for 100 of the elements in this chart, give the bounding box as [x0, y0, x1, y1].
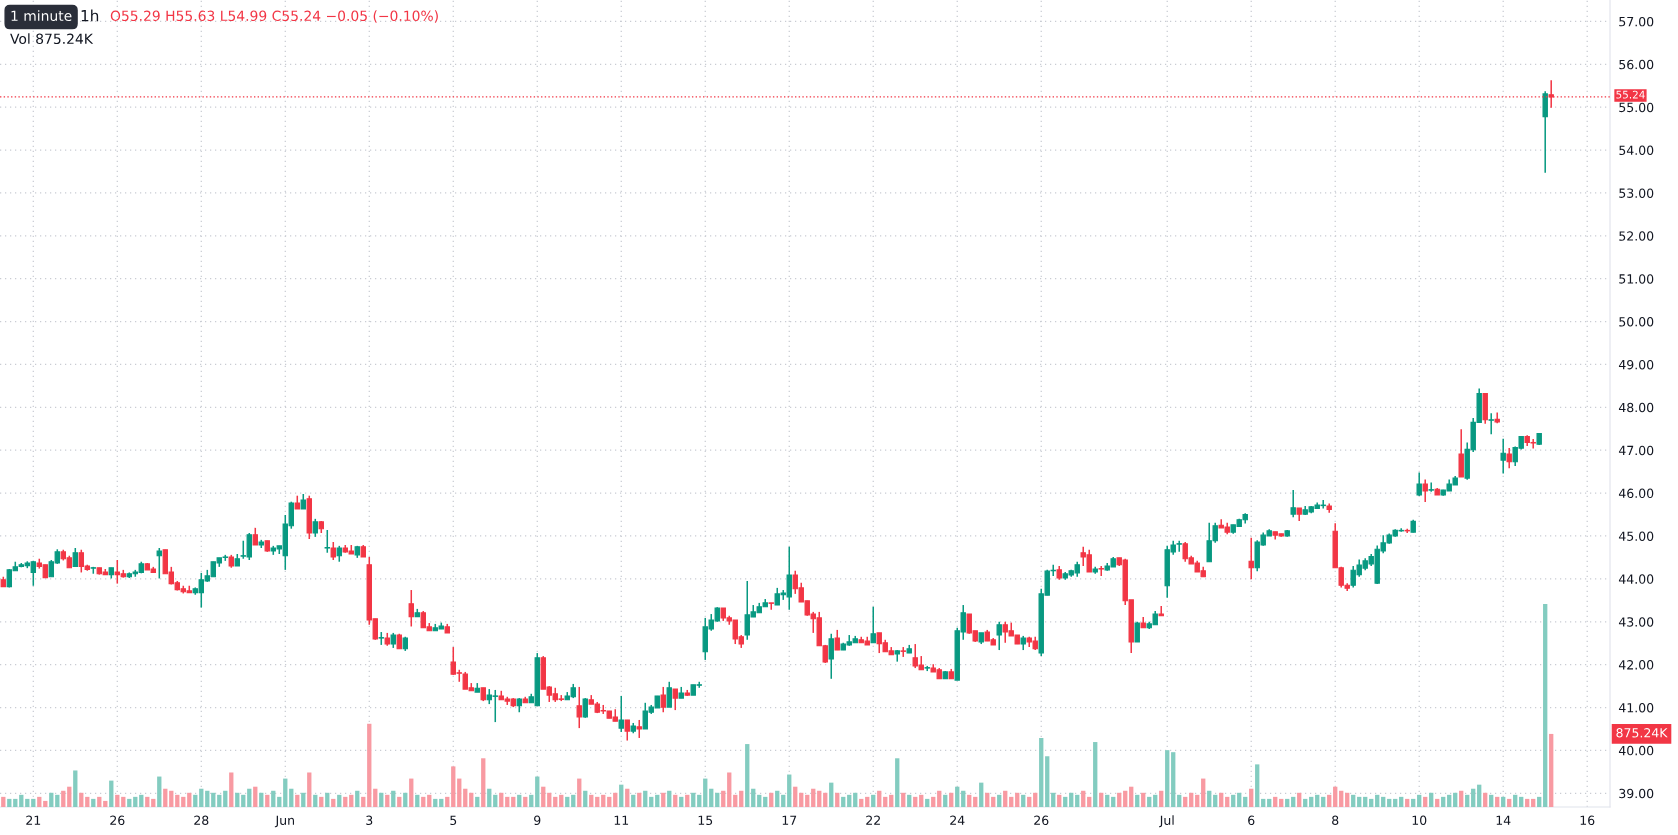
x-tick-label: 16: [1580, 815, 1595, 826]
bar: [1045, 756, 1050, 807]
bar: [1525, 798, 1530, 807]
bar: [547, 792, 552, 807]
bar: [1183, 796, 1188, 807]
bar: [139, 794, 144, 807]
bar: [1453, 792, 1458, 807]
bar: [697, 794, 702, 807]
y-tick-label: 48.00: [1618, 402, 1654, 413]
bar: [1159, 790, 1164, 807]
bar: [1387, 798, 1392, 807]
bar: [685, 794, 690, 807]
bar: [1081, 790, 1086, 807]
candlestick: [312, 518, 318, 538]
bar: [1075, 794, 1080, 807]
bar: [607, 796, 612, 807]
bar: [1255, 764, 1260, 807]
bar: [1537, 796, 1542, 807]
text: 1h: [81, 9, 99, 22]
bar: [1213, 794, 1218, 807]
bar: [1117, 792, 1122, 807]
candlestick: [834, 629, 840, 651]
bar: [1495, 796, 1500, 807]
bar: [559, 794, 564, 807]
bar: [661, 792, 666, 807]
bar: [949, 792, 954, 807]
bar: [1333, 786, 1338, 807]
bar: [289, 788, 294, 807]
bar: [97, 796, 102, 807]
bar: [1171, 752, 1176, 807]
bar: [427, 794, 432, 807]
bar: [43, 800, 48, 807]
bar: [193, 794, 198, 807]
candlestick: [1488, 412, 1494, 436]
bar: [421, 796, 426, 807]
bar: [619, 784, 624, 807]
bar: [145, 796, 150, 807]
candlestick: [870, 605, 876, 644]
bar: [979, 782, 984, 807]
bar: [163, 788, 168, 807]
bar: [1015, 792, 1020, 807]
x-tick-label: 8: [1332, 815, 1339, 826]
bar: [643, 790, 648, 807]
bar: [325, 792, 330, 807]
y-tick-label: 50.00: [1619, 317, 1654, 327]
bar: [511, 796, 516, 807]
y-tick-label: 56.00: [1619, 59, 1654, 70]
bar: [1423, 796, 1428, 807]
bar: [283, 778, 288, 807]
bar: [919, 794, 924, 807]
bar: [1375, 794, 1380, 807]
bar: [583, 790, 588, 807]
bar: [961, 790, 966, 807]
bar: [85, 796, 90, 807]
bar: [373, 788, 378, 807]
x-tick-label: 3: [366, 815, 373, 826]
bar: [739, 790, 744, 807]
y-tick-label: 47.00: [1618, 445, 1654, 456]
bar: [175, 794, 180, 807]
bar: [169, 790, 174, 807]
candlestick: [324, 529, 330, 554]
bar: [31, 798, 36, 807]
bar: [1507, 798, 1512, 807]
bar: [703, 778, 708, 807]
bar: [1129, 786, 1134, 807]
bar: [505, 796, 510, 807]
bar: [1099, 792, 1104, 807]
bar: [799, 792, 804, 807]
bar: [1303, 798, 1308, 807]
bar: [565, 796, 570, 807]
bar: [1111, 796, 1116, 807]
bar: [715, 792, 720, 807]
bar: [127, 798, 132, 807]
bar: [793, 786, 798, 807]
bar: [853, 792, 858, 807]
bar: [871, 794, 876, 807]
bar: [1405, 798, 1410, 807]
bar: [943, 794, 948, 807]
bar: [1501, 796, 1506, 807]
bar: [355, 790, 360, 807]
bar: [613, 792, 618, 807]
y-tick-label: 42.00: [1618, 660, 1654, 670]
bar: [817, 790, 822, 807]
bar: [1039, 737, 1044, 807]
bar: [1003, 790, 1008, 807]
bar: [883, 796, 888, 807]
bar: [49, 792, 54, 807]
bar: [79, 792, 84, 807]
x-tick-label: 6: [1248, 815, 1255, 826]
bar: [829, 782, 834, 807]
bar: [55, 794, 60, 807]
bar: [1165, 750, 1170, 807]
bar: [403, 792, 408, 807]
bar: [229, 772, 234, 807]
bar: [1381, 796, 1386, 807]
bar: [781, 794, 786, 807]
candlestick: [1458, 428, 1464, 478]
bar: [625, 788, 630, 807]
bar: [37, 796, 42, 807]
bar: [1429, 792, 1434, 807]
